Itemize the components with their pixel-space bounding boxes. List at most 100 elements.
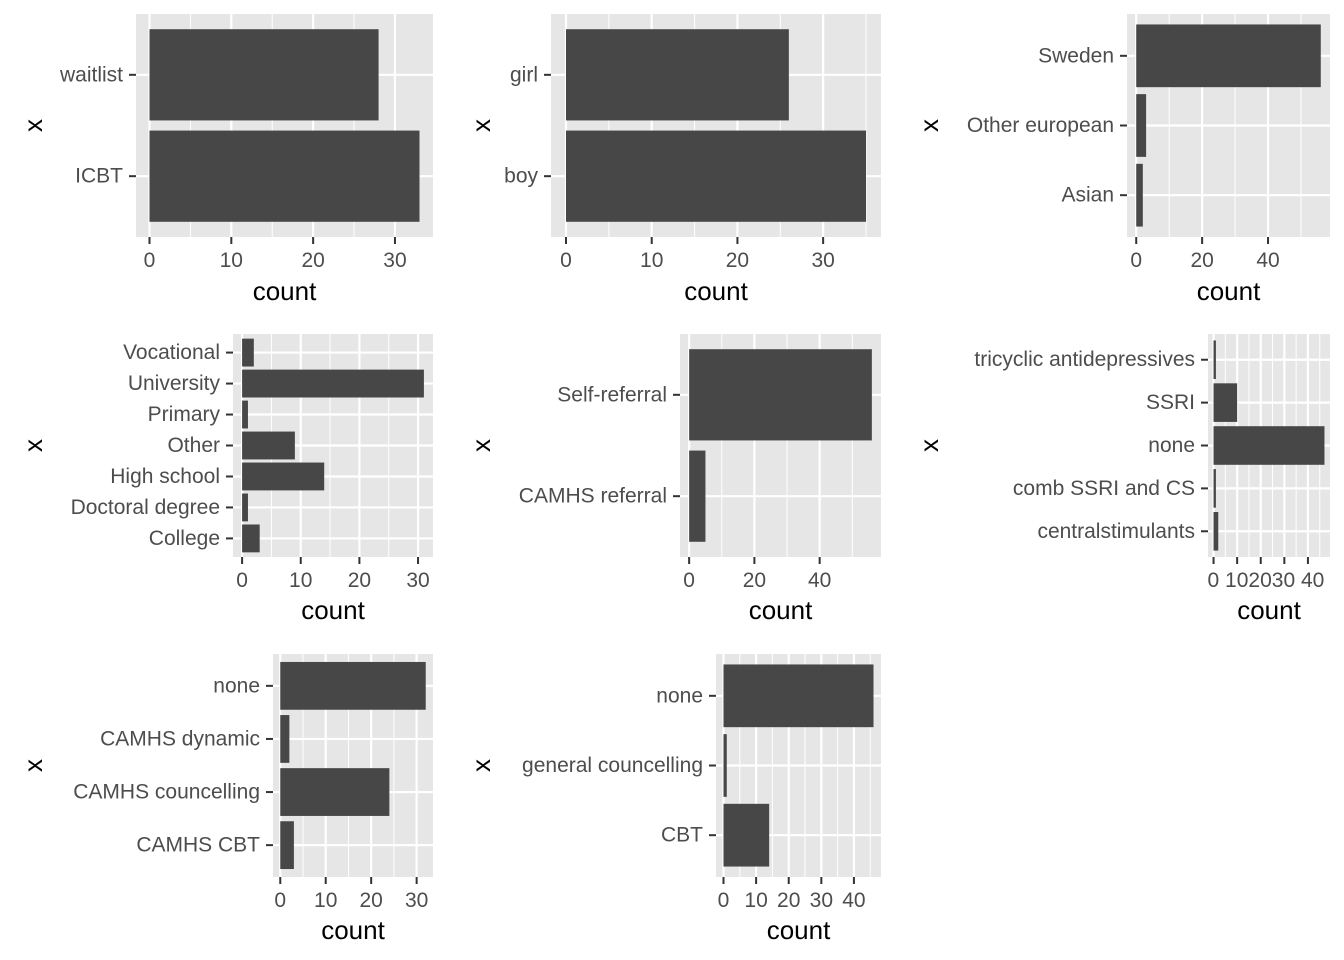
y-tick-label: CAMHS CBT <box>136 834 260 857</box>
y-axis-title: x <box>466 119 496 132</box>
bar-university <box>242 369 424 398</box>
bar-other <box>242 431 295 460</box>
bar-camhs-referral <box>689 450 706 542</box>
x-tick-label: 0 <box>144 249 156 272</box>
bar-camhs-dynamic <box>280 715 290 763</box>
y-tick-label: waitlist <box>59 63 123 86</box>
x-axis-title: count <box>684 276 748 306</box>
bar-high-school <box>242 462 325 491</box>
x-tick-label: 0 <box>1130 249 1142 272</box>
bar-icbt <box>149 130 420 222</box>
x-axis-title: count <box>767 915 831 945</box>
bar-sweden <box>1136 24 1321 88</box>
bar-vocational <box>242 338 254 367</box>
x-tick-label: 20 <box>360 889 383 912</box>
y-tick-label: High school <box>110 465 220 488</box>
y-tick-label: Vocational <box>123 341 220 364</box>
chart-panel-1: ICBT waitlist 0 10 20 30 count x <box>18 14 433 306</box>
x-axis-title: count <box>253 276 317 306</box>
y-tick-label: comb SSRI and CS <box>1013 477 1195 500</box>
chart-panel-5: CAMHS referral Self-referral 0 20 40 count x <box>466 334 881 625</box>
y-axis-title: x <box>914 439 944 452</box>
bar-camhs-councelling <box>280 768 390 816</box>
x-tick-label: 30 <box>406 569 429 592</box>
x-tick-label: 30 <box>811 249 834 272</box>
y-axis-title: x <box>18 119 48 132</box>
x-axis-title: count <box>1197 276 1261 306</box>
y-tick-label: SSRI <box>1146 391 1195 414</box>
bar-general-councelling <box>723 734 727 797</box>
bar-asian <box>1136 163 1143 227</box>
x-tick-label: 40 <box>842 889 865 912</box>
x-tick-label: 20 <box>348 569 371 592</box>
x-tick-label: 0 <box>274 889 286 912</box>
chart-panel-7: CAMHS CBT CAMHS councelling CAMHS dynamic n… <box>18 654 433 945</box>
y-axis-title: x <box>466 439 496 452</box>
x-tick-label: 0 102030 40 <box>1208 569 1325 592</box>
x-tick-label: 0 <box>718 889 730 912</box>
x-tick-label: 20 <box>1190 249 1213 272</box>
bar-boy <box>566 130 866 222</box>
x-tick-label: 10 <box>314 889 337 912</box>
y-tick-label: Self-referral <box>557 383 667 406</box>
x-tick-label: 10 <box>220 249 243 272</box>
y-tick-label: Other <box>167 434 220 457</box>
y-tick-label: none <box>213 674 260 697</box>
y-tick-label: Primary <box>148 403 221 426</box>
y-tick-label: general councelling <box>522 754 703 777</box>
y-tick-label: CBT <box>661 824 703 847</box>
y-tick-label: none <box>656 684 703 707</box>
chart-panel-3: Asian Other european Sweden 0 20 40 count x <box>914 14 1330 306</box>
bar-none <box>1213 426 1325 465</box>
x-tick-label: 20 <box>726 249 749 272</box>
chart-panel-2: boy girl 0 10 20 30 count x <box>466 14 881 306</box>
bar-other-european <box>1136 94 1147 157</box>
bar-comb-ssri-and-cs <box>1213 469 1216 508</box>
x-tick-label: 20 <box>743 569 766 592</box>
y-tick-label: none <box>1148 434 1195 457</box>
x-tick-label: 0 <box>683 569 695 592</box>
y-axis-title: x <box>18 439 48 452</box>
bar-girl <box>566 29 789 121</box>
y-tick-label: Asian <box>1061 184 1114 207</box>
y-tick-label: centralstimulants <box>1037 520 1195 543</box>
chart-panel-4: College Doctoral degree High school Other Pr… <box>18 334 433 625</box>
x-tick-label: 30 <box>810 889 833 912</box>
bar-college <box>242 524 260 553</box>
bar-self-referral <box>689 349 872 441</box>
bar-tricyclic-antidepressives <box>1213 340 1216 380</box>
x-tick-label: 30 <box>383 249 406 272</box>
y-tick-label: College <box>149 527 220 550</box>
x-tick-label: 20 <box>777 889 800 912</box>
y-tick-label: Sweden <box>1038 44 1114 67</box>
bar-centralstimulants <box>1213 511 1219 551</box>
y-tick-label: Doctoral degree <box>71 496 220 519</box>
x-tick-label: 10 <box>289 569 312 592</box>
bar-primary <box>242 400 248 429</box>
bar-none <box>280 661 426 710</box>
y-tick-label: University <box>128 372 221 395</box>
x-tick-label: 10 <box>640 249 663 272</box>
x-tick-label: 30 <box>405 889 428 912</box>
bar-none <box>723 664 874 728</box>
x-axis-title: count <box>301 595 365 625</box>
x-tick-label: 40 <box>1256 249 1279 272</box>
y-tick-label: ICBT <box>75 165 123 188</box>
y-axis-title: x <box>18 759 48 772</box>
bar-camhs-cbt <box>280 821 294 870</box>
y-tick-label: tricyclic antidepressives <box>974 348 1195 371</box>
y-tick-label: boy <box>504 165 538 188</box>
x-axis-title: count <box>749 595 813 625</box>
y-axis-title: x <box>914 119 944 132</box>
x-tick-label: 0 <box>236 569 248 592</box>
x-axis-title: count <box>1237 595 1301 625</box>
y-axis-title: x <box>466 759 496 772</box>
chart-panel-6: centralstimulants comb SSRI and CS none SSR… <box>914 334 1330 625</box>
y-tick-label: girl <box>510 63 538 86</box>
x-axis-title: count <box>321 915 385 945</box>
chart-panel-8: CBT general councelling none 0 10 20 30 40 count… <box>466 654 881 945</box>
bar-ssri <box>1213 383 1238 422</box>
x-tick-label: 40 <box>808 569 831 592</box>
bar-waitlist <box>149 29 379 121</box>
